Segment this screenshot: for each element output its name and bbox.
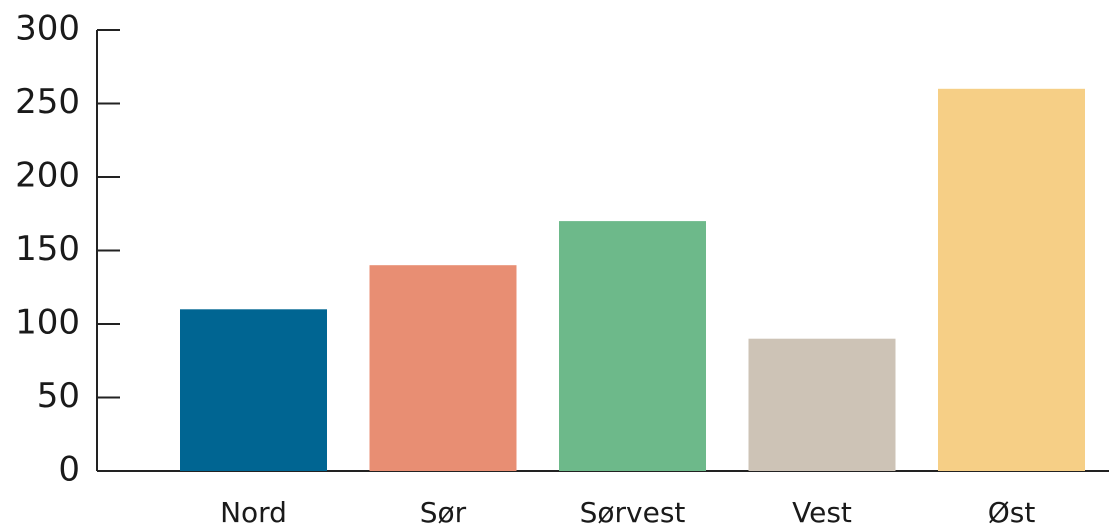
y-tick-label: 50 xyxy=(37,376,80,416)
y-tick-label: 0 xyxy=(58,450,80,490)
bar xyxy=(369,265,517,471)
y-tick-label: 250 xyxy=(15,82,80,122)
y-tick-label: 100 xyxy=(15,303,80,343)
y-tick-label: 300 xyxy=(15,9,80,49)
x-tick-label: Sørvest xyxy=(580,496,686,528)
y-tick-label: 150 xyxy=(15,229,80,269)
bar xyxy=(938,88,1085,472)
x-tick-label: Øst xyxy=(988,496,1036,528)
bar xyxy=(748,338,896,471)
x-tick-label: Nord xyxy=(220,496,287,528)
x-tick-label: Vest xyxy=(792,496,852,528)
x-tick-label: Sør xyxy=(420,496,467,528)
bar xyxy=(180,309,327,471)
bar xyxy=(559,221,706,471)
y-tick-label: 200 xyxy=(15,156,80,196)
